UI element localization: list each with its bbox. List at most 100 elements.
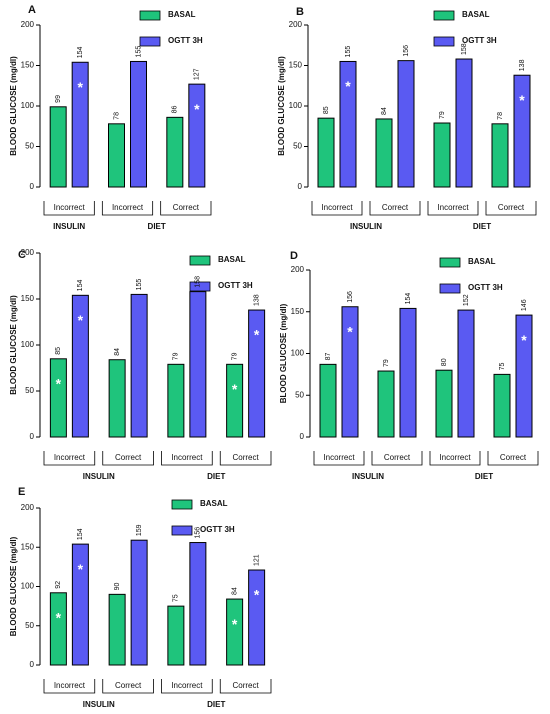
y-tick-label: 0	[30, 182, 35, 191]
bar	[189, 291, 207, 438]
bar	[319, 363, 337, 438]
bar	[455, 58, 473, 188]
legend-label: OGTT 3H	[168, 36, 203, 45]
legend-label: OGTT 3H	[462, 36, 497, 45]
legend-swatch	[171, 525, 193, 536]
bar	[49, 358, 67, 438]
value-label: 79	[231, 352, 238, 360]
bar	[108, 359, 126, 438]
value-label: 79	[383, 359, 390, 367]
group-label: INSULIN	[352, 472, 384, 481]
y-tick-label: 150	[21, 542, 35, 551]
value-label: 86	[172, 105, 179, 113]
bar	[49, 592, 67, 666]
asterisk: *	[194, 101, 200, 117]
x-tick-label: Correct	[173, 203, 200, 212]
value-label: 78	[497, 112, 504, 120]
legend-swatch	[189, 281, 211, 292]
bar	[49, 106, 67, 188]
category-bracket	[43, 679, 96, 694]
panel-label: B	[296, 6, 304, 18]
value-label: 155	[345, 46, 352, 58]
asterisk: *	[254, 327, 260, 343]
y-tick-label: 0	[30, 432, 35, 441]
legend-swatch	[139, 10, 161, 21]
bar	[248, 309, 266, 438]
bar	[457, 309, 475, 438]
legend-label: BASAL	[462, 10, 490, 19]
bar	[377, 370, 395, 438]
y-axis-label: BLOOD GLUCOSE (mg/dl)	[279, 303, 288, 403]
value-label: 158	[195, 276, 202, 288]
y-tick-label: 50	[295, 390, 304, 399]
y-tick-label: 100	[21, 582, 35, 591]
bar	[108, 123, 125, 188]
category-bracket	[161, 679, 213, 694]
value-label: 84	[231, 587, 238, 595]
bar	[397, 60, 415, 188]
value-label: 84	[114, 348, 121, 356]
bar	[166, 116, 184, 188]
asterisk: *	[56, 609, 62, 625]
y-tick-label: 50	[25, 142, 34, 151]
value-label: 156	[347, 291, 354, 303]
bar	[167, 363, 185, 438]
y-tick-label: 200	[291, 265, 305, 274]
category-bracket	[102, 679, 154, 694]
category-bracket	[485, 201, 537, 216]
value-label: 138	[253, 294, 260, 306]
bar	[375, 118, 393, 188]
value-label: 84	[381, 107, 388, 115]
legend-label: OGTT 3H	[200, 525, 235, 534]
value-label: 121	[253, 554, 260, 566]
value-label: 85	[323, 106, 330, 114]
category-bracket	[161, 451, 213, 466]
value-label: 159	[136, 524, 143, 536]
bar	[130, 293, 148, 438]
y-tick-label: 150	[289, 61, 303, 70]
panel-label: A	[28, 4, 36, 16]
bar	[515, 314, 533, 438]
asterisk: *	[56, 376, 62, 392]
legend-label: BASAL	[218, 255, 246, 264]
x-tick-label: Incorrect	[112, 203, 144, 212]
y-tick-label: 100	[21, 101, 35, 110]
legend-swatch	[439, 257, 461, 268]
bar	[341, 306, 359, 438]
y-tick-label: 200	[289, 20, 303, 29]
category-bracket	[311, 201, 363, 216]
bar	[71, 543, 89, 666]
legend-swatch	[433, 36, 455, 47]
value-label: 75	[173, 594, 180, 602]
category-bracket	[313, 451, 365, 466]
x-tick-label: Incorrect	[54, 203, 86, 212]
value-label: 87	[325, 352, 332, 360]
category-bracket	[219, 679, 272, 694]
bar	[339, 60, 357, 188]
value-label: 127	[194, 68, 201, 80]
group-label: DIET	[148, 222, 166, 231]
y-tick-label: 50	[293, 142, 302, 151]
y-tick-label: 100	[289, 101, 303, 110]
category-bracket	[102, 451, 154, 466]
category-bracket	[219, 451, 272, 466]
x-tick-label: Correct	[115, 453, 142, 462]
bar	[71, 294, 89, 438]
x-tick-label: Correct	[384, 453, 411, 462]
asterisk: *	[347, 323, 353, 339]
asterisk: *	[78, 312, 84, 328]
y-tick-label: 150	[21, 294, 35, 303]
group-label: DIET	[475, 472, 493, 481]
y-axis-label: BLOOD GLUCOSE (mg/dl)	[9, 295, 18, 395]
y-tick-label: 150	[291, 307, 305, 316]
y-axis-label: BLOOD GLUCOSE (mg/dl)	[9, 56, 18, 156]
asterisk: *	[77, 79, 83, 95]
x-tick-label: Incorrect	[323, 453, 355, 462]
legend-label: OGTT 3H	[218, 281, 253, 290]
value-label: 78	[113, 112, 120, 120]
x-tick-label: Incorrect	[321, 203, 353, 212]
x-tick-label: Correct	[500, 453, 527, 462]
group-label: INSULIN	[83, 472, 115, 481]
value-label: 154	[405, 293, 412, 305]
